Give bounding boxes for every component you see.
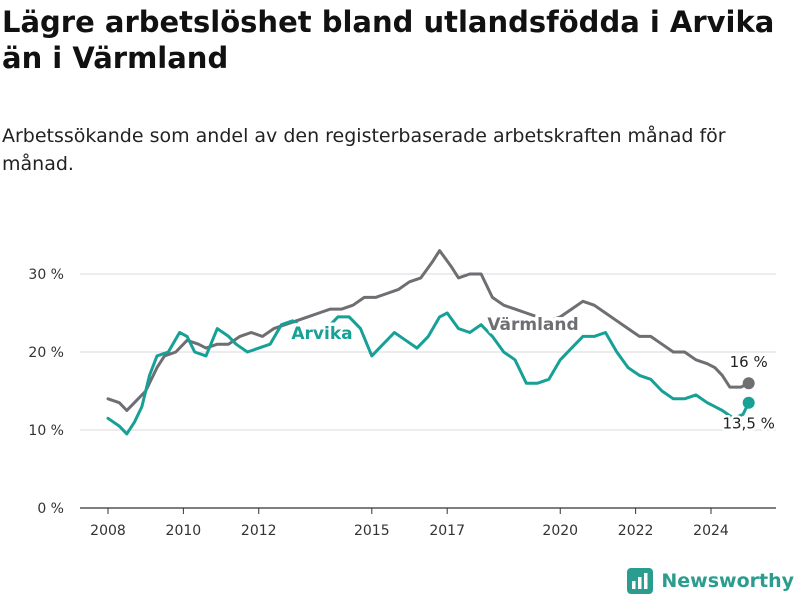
series-lines	[106, 249, 755, 436]
x-tick-label: 2015	[354, 523, 390, 539]
end-value-label-varmland: 16 %	[730, 353, 768, 371]
x-tick-label: 2024	[693, 523, 729, 539]
series-label-arvika: Arvika	[291, 324, 352, 344]
end-point-arvika	[742, 396, 755, 409]
chart-subtitle: Arbetssökande som andel av den registerb…	[2, 125, 726, 175]
y-tick-label: 0 %	[37, 501, 64, 517]
y-tick-label: 30 %	[28, 267, 64, 283]
series-label-varmland: Värmland	[487, 315, 578, 335]
x-tick-label: 2008	[90, 523, 126, 539]
x-tick-label: 2020	[542, 523, 578, 539]
end-value-halo: 13,5 %	[722, 415, 774, 433]
end-value-halo: 16 %	[730, 353, 768, 371]
brand-logo[interactable]: Newsworthy	[627, 568, 794, 594]
y-tick-label: 10 %	[28, 423, 64, 439]
chart-title: Lägre arbetslöshet bland utlandsfödda i …	[2, 5, 775, 75]
brand-name: Newsworthy	[661, 570, 794, 592]
x-tick-label: 2017	[429, 523, 465, 539]
x-tick-label: 2012	[241, 523, 277, 539]
series-line-arvika	[106, 311, 751, 436]
series-label-halo: Värmland	[487, 315, 578, 335]
end-point-varmland	[742, 377, 755, 390]
end-value-label-arvika: 13,5 %	[722, 415, 774, 433]
x-tick-label: 2022	[618, 523, 654, 539]
x-tick-label: 2010	[166, 523, 202, 539]
axes: 0 % 10 % 20 % 30 % 2008 2010 2012 2015 2017 2020 2…	[28, 267, 776, 539]
bar-chart-icon	[627, 568, 654, 594]
y-tick-label: 20 %	[28, 345, 64, 361]
series-label-halo: Arvika	[291, 324, 352, 344]
series-line-varmland	[106, 249, 751, 412]
